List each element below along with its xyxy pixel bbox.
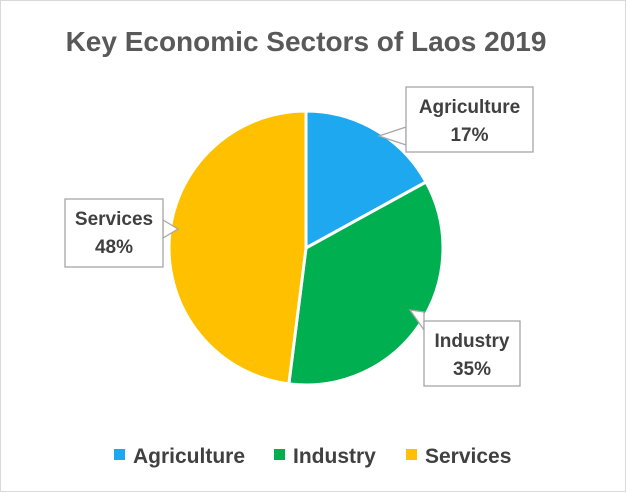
data-label-category: Agriculture [419, 97, 520, 118]
legend-swatch [114, 449, 125, 460]
data-label-callouts: Agriculture 17% Industry 35% Services 48% [64, 86, 534, 387]
legend-swatch [406, 449, 417, 460]
pie-slices [167, 109, 445, 387]
legend-item-industry: Industry [274, 445, 376, 468]
data-label-category: Industry [435, 331, 510, 352]
legend-label: Industry [293, 445, 376, 468]
legend-item-services: Services [406, 445, 511, 468]
data-label-value: 17% [450, 125, 488, 146]
legend-item-agriculture: Agriculture [114, 445, 245, 468]
data-label-value: 48% [95, 237, 133, 258]
data-label-industry: Industry 35% [408, 309, 521, 387]
callout-box [423, 320, 521, 387]
legend-label: Agriculture [133, 445, 245, 468]
legend-swatch [274, 449, 285, 460]
data-label-value: 35% [453, 359, 491, 380]
legend-label: Services [425, 445, 511, 468]
data-label-agriculture: Agriculture 17% [376, 86, 534, 153]
pie-slice-services [167, 109, 308, 386]
callout-box [64, 198, 164, 268]
callout-box [405, 86, 534, 153]
pie-slice-industry [287, 180, 445, 387]
chart-title: Key Economic Sectors of Laos 2019 [66, 26, 547, 57]
data-label-services: Services 48% [64, 198, 180, 268]
pie-slice-agriculture [304, 109, 428, 250]
data-label-category: Services [75, 209, 153, 230]
chart-legend: Agriculture Industry Services [114, 445, 511, 468]
